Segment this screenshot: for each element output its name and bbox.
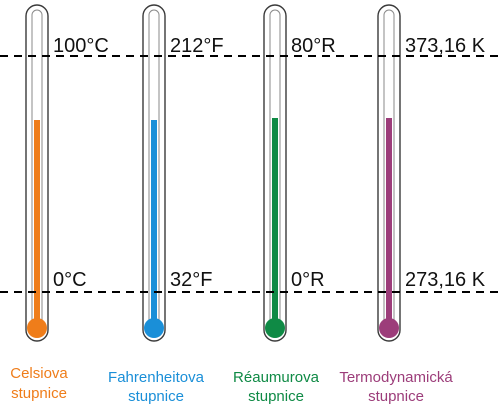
thermometer-bulb	[27, 318, 47, 338]
caption-kelvin-line2: stupnice	[368, 388, 424, 405]
boiling-label-celsius: 100°C	[53, 35, 109, 57]
thermometer-celsius	[25, 4, 49, 342]
caption-reaumur-line2: stupnice	[248, 388, 304, 405]
boiling-label-fahrenheit: 212°F	[170, 35, 224, 57]
thermometer-bulb	[144, 318, 164, 338]
caption-fahrenheit-line1: Fahrenheitova	[108, 369, 205, 386]
caption-kelvin-line1: Termodynamická	[339, 369, 453, 386]
caption-celsius-line2: stupnice	[11, 385, 67, 402]
caption-celsius-line1: Celsiova	[10, 365, 68, 382]
thermometer-fahrenheit	[142, 4, 166, 342]
freezing-label-fahrenheit: 32°F	[170, 269, 212, 291]
caption-fahrenheit-line2: stupnice	[128, 388, 184, 405]
mercury-column	[34, 120, 40, 330]
thermometer-kelvin	[377, 4, 401, 342]
boiling-label-kelvin: 373,16 K	[405, 35, 486, 57]
thermometer-reaumur	[263, 4, 287, 342]
freezing-label-celsius: 0°C	[53, 269, 87, 291]
mercury-column	[151, 120, 157, 330]
freezing-label-kelvin: 273,16 K	[405, 269, 486, 291]
mercury-column	[386, 118, 392, 330]
thermometer-bulb	[265, 318, 285, 338]
freezing-label-reaumur: 0°R	[291, 269, 325, 291]
thermometer-bulb	[379, 318, 399, 338]
caption-reaumur-line1: Réaumurova	[233, 369, 320, 386]
mercury-column	[272, 118, 278, 330]
boiling-label-reaumur: 80°R	[291, 35, 336, 57]
